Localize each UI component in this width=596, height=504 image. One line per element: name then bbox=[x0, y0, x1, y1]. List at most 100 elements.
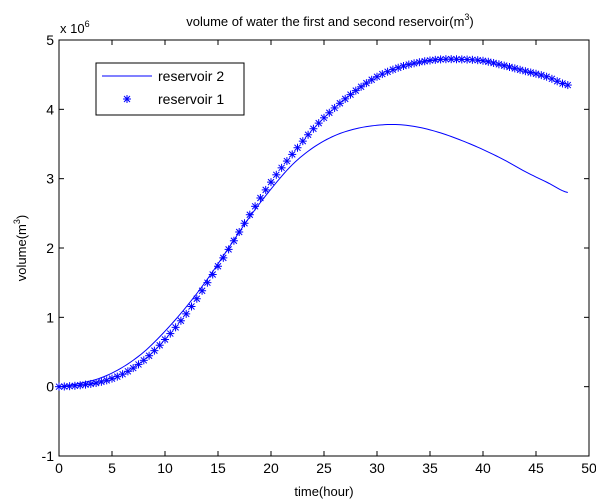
y-tick-label: 3 bbox=[46, 171, 54, 187]
data-point bbox=[521, 67, 530, 76]
data-point bbox=[219, 253, 228, 262]
data-point bbox=[436, 55, 445, 64]
data-point bbox=[60, 382, 69, 391]
data-point bbox=[314, 119, 323, 128]
x-tick-label: 50 bbox=[581, 460, 596, 476]
data-point bbox=[447, 55, 456, 64]
legend-label-reservoir-2: reservoir 2 bbox=[158, 68, 224, 84]
data-point bbox=[261, 185, 270, 194]
data-point bbox=[81, 380, 90, 389]
data-point bbox=[92, 379, 101, 388]
data-point bbox=[309, 124, 318, 133]
data-point bbox=[139, 356, 148, 365]
data-point bbox=[277, 163, 286, 172]
y-tick-labels: -1 0 1 2 3 4 5 bbox=[42, 32, 55, 464]
data-point bbox=[341, 94, 350, 103]
data-point bbox=[420, 57, 429, 66]
data-point bbox=[373, 72, 381, 81]
data-point bbox=[457, 55, 466, 64]
chart-title: volume of water the first and second res… bbox=[186, 12, 474, 29]
data-point bbox=[282, 157, 291, 166]
data-point bbox=[563, 81, 572, 90]
data-point bbox=[320, 113, 328, 122]
data-point bbox=[229, 236, 238, 245]
x-tick-label: 20 bbox=[263, 460, 279, 476]
data-point bbox=[357, 82, 366, 91]
data-point bbox=[351, 86, 360, 95]
data-point bbox=[70, 381, 79, 390]
data-point bbox=[155, 341, 164, 350]
data-point bbox=[304, 130, 313, 139]
data-point bbox=[325, 108, 334, 117]
x-axis-label: time(hour) bbox=[294, 484, 353, 499]
data-point bbox=[298, 137, 307, 146]
data-point bbox=[208, 270, 217, 279]
x-tick-label: 15 bbox=[210, 460, 226, 476]
y-axis-label: volume(m3) bbox=[12, 215, 29, 281]
series-layer bbox=[55, 55, 572, 391]
y-tick-label: 1 bbox=[46, 309, 54, 325]
y-tick-label: 5 bbox=[46, 32, 54, 48]
data-point bbox=[161, 335, 169, 344]
data-point bbox=[245, 210, 254, 219]
y-tick-label: 4 bbox=[46, 101, 54, 117]
legend: reservoir 2 reservoir 1 bbox=[95, 62, 245, 116]
data-point bbox=[182, 309, 191, 318]
data-point bbox=[404, 60, 413, 69]
data-point bbox=[362, 79, 371, 88]
data-point bbox=[394, 63, 403, 72]
y-multiplier: x 106 bbox=[60, 19, 90, 36]
data-point bbox=[510, 64, 519, 73]
data-point bbox=[198, 286, 207, 295]
data-point bbox=[145, 351, 154, 360]
x-tick-label: 5 bbox=[108, 460, 116, 476]
data-point bbox=[288, 150, 297, 159]
data-point bbox=[426, 56, 434, 65]
data-point bbox=[293, 143, 302, 152]
data-point bbox=[166, 329, 175, 338]
series-markers-reservoir-1 bbox=[55, 55, 572, 391]
data-point bbox=[251, 202, 260, 211]
data-point bbox=[537, 71, 546, 80]
data-point bbox=[272, 170, 281, 179]
data-point bbox=[97, 377, 106, 386]
data-point bbox=[86, 379, 95, 388]
data-point bbox=[134, 360, 143, 369]
legend-label-reservoir-1: reservoir 1 bbox=[158, 91, 224, 107]
x-tick-label: 25 bbox=[316, 460, 332, 476]
data-point bbox=[452, 55, 461, 64]
data-point bbox=[176, 316, 185, 325]
data-point bbox=[150, 346, 159, 355]
data-point bbox=[102, 376, 111, 385]
data-point bbox=[526, 68, 535, 77]
data-point bbox=[171, 323, 180, 332]
data-point bbox=[479, 56, 487, 65]
x-tick-labels: 0 5 10 15 20 25 30 35 40 45 50 bbox=[55, 460, 596, 476]
legend-box bbox=[95, 62, 245, 116]
data-point bbox=[129, 364, 138, 373]
data-point bbox=[240, 219, 249, 228]
x-tick-label: 40 bbox=[475, 460, 491, 476]
data-point bbox=[335, 99, 344, 108]
y-tick-label: 0 bbox=[46, 379, 54, 395]
data-point bbox=[224, 245, 233, 254]
data-point bbox=[203, 278, 212, 287]
data-point bbox=[346, 90, 355, 99]
data-point bbox=[494, 60, 503, 69]
data-point bbox=[76, 381, 85, 390]
series-line-reservoir-2 bbox=[58, 123, 568, 388]
data-point bbox=[399, 62, 408, 71]
data-point bbox=[410, 59, 419, 68]
data-point bbox=[558, 79, 567, 88]
data-point bbox=[192, 294, 201, 303]
data-point bbox=[415, 58, 424, 67]
data-point bbox=[532, 69, 540, 78]
x-tick-label: 45 bbox=[528, 460, 544, 476]
data-point bbox=[516, 65, 525, 74]
data-point bbox=[267, 178, 275, 187]
data-point bbox=[235, 228, 244, 237]
data-point bbox=[489, 58, 498, 67]
data-point bbox=[256, 193, 265, 202]
data-point bbox=[187, 302, 196, 311]
